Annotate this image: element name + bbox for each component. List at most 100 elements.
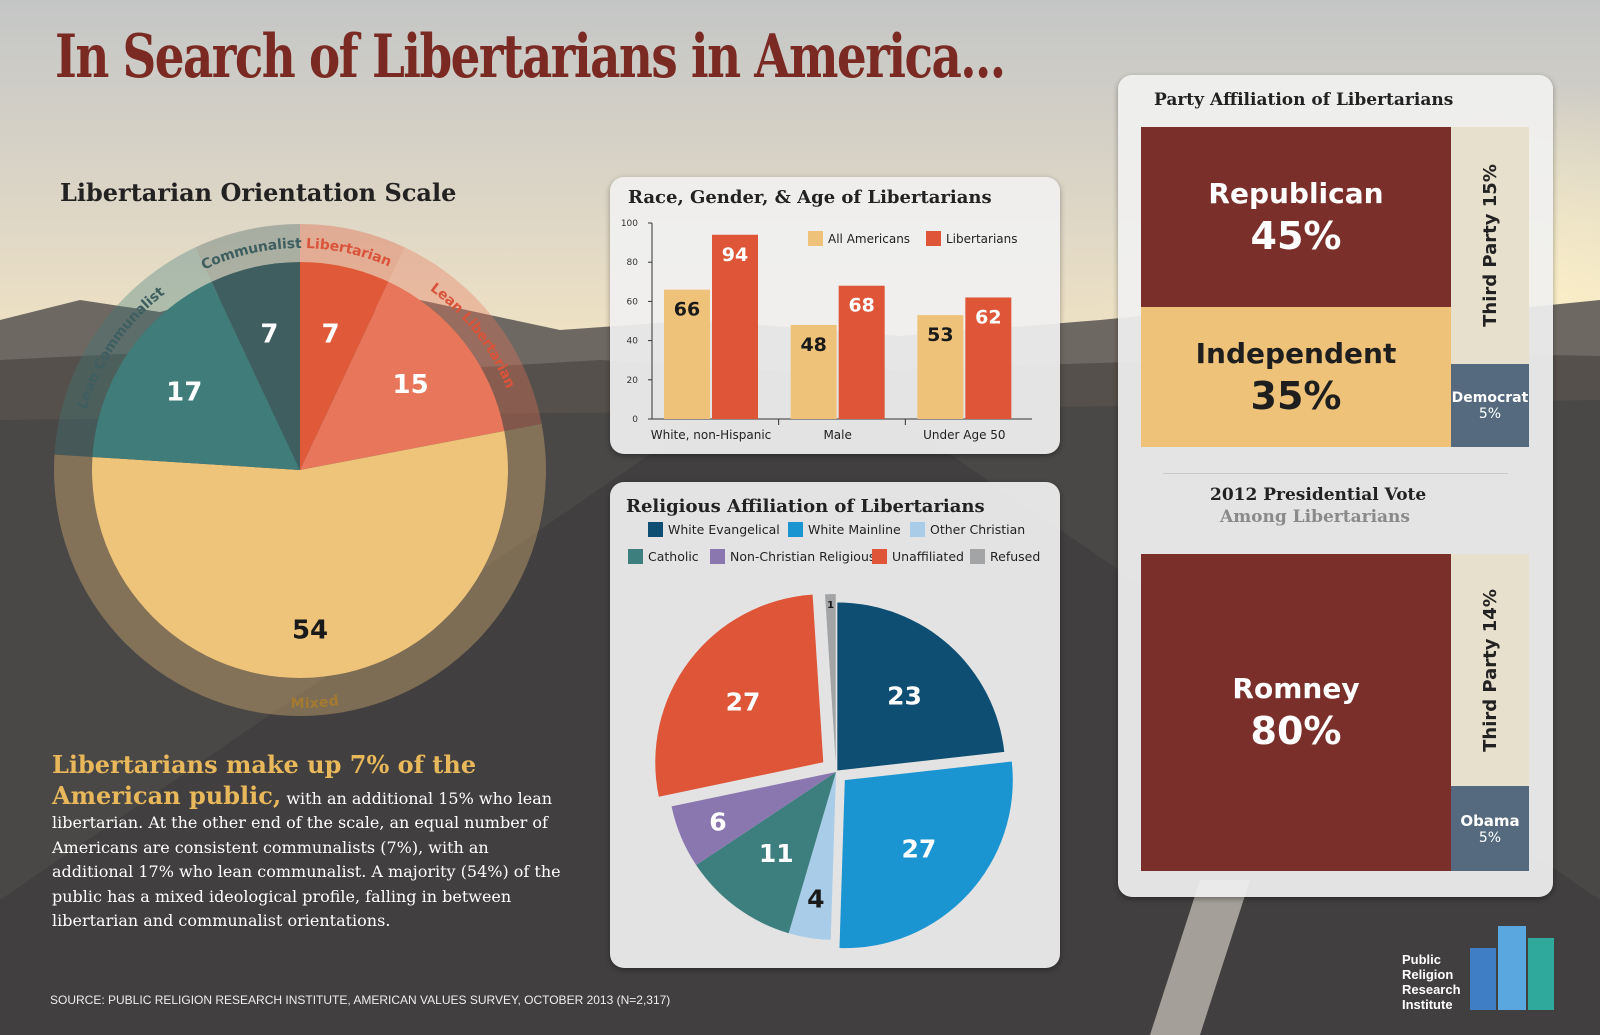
religion-pie-chart: White Evangelical White Mainline Other Chr… [628,522,1040,949]
legend-swatch-all-americans [808,231,823,246]
y-tick-label: 60 [627,297,639,307]
obama-tile: Obama 5% [1451,786,1529,871]
category-label: White, non-Hispanic [651,428,772,442]
slice-value-unaffiliated: 27 [726,687,761,716]
slice-group-white-evangelical: 23 [837,602,1005,771]
bar-all-americans-white-non-hispanic [664,289,710,419]
slice-value-mixed: 54 [292,616,328,646]
logo-line-4: Institute [1402,997,1453,1012]
ring-label-mixed: Mixed [291,693,340,712]
y-tick-label: 20 [627,376,639,386]
bar-libertarians-white-non-hispanic [712,234,758,419]
slice-catholic [696,772,836,934]
democrat-value: 5% [1478,405,1502,422]
ring-segment-libertarian [300,224,405,282]
slice-lean-communalist [92,281,300,470]
bar-value-label: 94 [722,244,748,266]
republican-value: 45% [1250,213,1342,258]
race-chart-title: Race, Gender, & Age of Libertarians [628,187,992,208]
legend-label-libertarians: Libertarians [946,232,1018,246]
obama-value: 5% [1478,829,1502,846]
page-title: In Search of Libertarians in America... [55,22,1006,92]
slice-value-white-mainline: 27 [901,835,936,864]
category-label: Male [823,428,851,442]
ring-segment-communalist [195,224,300,282]
legend-label-white-mainline: White Mainline [808,522,901,537]
slice-group-white-mainline: 27 [839,761,1013,949]
legend-swatch-white-mainline [788,522,803,537]
third-party-tile: Third Party 15% [1451,127,1529,364]
slice-group-refused: 1 [825,594,836,763]
legend-label-unaffiliated: Unaffiliated [892,549,964,564]
bar-libertarians-male [838,285,885,419]
slice-value-lean-libertarian: 15 [393,370,429,400]
slice-group-unaffiliated: 27 [655,594,824,797]
race-chart-card: Race, Gender, & Age of Libertarians 0 20 4… [610,177,1060,454]
party-title: Party Affiliation of Libertarians [1154,90,1454,110]
bar-value-label: 68 [848,295,874,317]
logo-line-1: Public [1402,952,1442,967]
logo-line-3: Research [1402,982,1461,997]
slice-unaffiliated [655,594,824,797]
summary-body: with an additional 15% who lean libertar… [52,788,561,931]
vote-subtitle: Among Libertarians [1220,507,1410,527]
logo-line-2: Religion [1402,967,1454,982]
legend-label-other-christian: Other Christian [930,522,1025,537]
slice-value-other-christian: 4 [807,884,824,913]
category-label: Under Age 50 [923,428,1005,442]
slice-mixed [91,431,508,678]
y-tick-label: 40 [627,337,639,347]
orientation-title: Libertarian Orientation Scale [60,178,457,207]
independent-label: Independent [1195,336,1397,370]
legend-label-non-christian-religious: Non-Christian Religious [730,549,875,564]
slice-white-evangelical [837,602,1005,771]
slice-refused [825,594,836,763]
democrat-label: Democrat [1451,389,1529,406]
section-divider [1163,473,1508,474]
slice-lean-libertarian [300,281,505,470]
prri-logo-text: Public Religion Research Institute [1402,952,1461,1012]
slice-non-christian-religious [671,772,836,866]
republican-label: Republican [1208,176,1384,210]
slice-group-non-christian-religious: 6 [671,772,836,866]
slice-value-catholic: 11 [759,839,794,868]
bar-all-americans-male [790,324,837,419]
romney-label: Romney [1232,672,1360,705]
republican-tile: Republican 45% [1141,127,1451,307]
ring-segment-mixed [53,423,546,716]
slice-value-libertarian: 7 [321,319,339,349]
party-vote-card: Party Affiliation of Libertarians Republ… [1118,75,1553,897]
legend-label-catholic: Catholic [648,549,699,564]
y-tick-label: 0 [632,415,638,425]
bar-libertarians-under-age-50 [965,297,1012,419]
slice-other-christian [788,772,836,940]
legend-swatch-other-christian [910,522,925,537]
bar-value-label: 53 [927,324,953,346]
slice-value-white-evangelical: 23 [887,681,922,710]
summary-lead: Libertarians make up 7% of the American … [52,750,477,810]
race-bar-chart: 0 20 40 60 80 100 66 94 White, non-Hispanic 48 68 M… [621,219,1032,442]
slice-value-communalist: 7 [260,319,278,349]
independent-tile: Independent 35% [1141,307,1451,447]
slice-group-other-christian: 4 [788,772,836,940]
third-party-label: Third Party 15% [1479,164,1501,327]
slice-value-lean-communalist: 17 [166,377,202,407]
democrat-tile: Democrat 5% [1451,364,1529,447]
bar-value-label: 62 [975,306,1001,328]
legend-swatch-white-evangelical [648,522,663,537]
bar-all-americans-under-age-50 [917,315,964,419]
slice-white-mainline [839,761,1013,949]
slice-communalist [211,262,300,470]
legend-swatch-unaffiliated [872,549,887,564]
slice-value-refused: 1 [827,600,834,611]
summary-text: Libertarians make up 7% of the American … [52,750,562,934]
ring-segment-lean-libertarian [388,247,542,432]
slice-value-non-christian-religious: 6 [709,807,726,836]
legend-label-all-americans: All Americans [828,232,910,246]
romney-value: 80% [1250,709,1342,753]
slice-libertarian [300,262,389,470]
ring-segment-lean-communalist [54,247,212,457]
legend-swatch-libertarians [926,231,941,246]
